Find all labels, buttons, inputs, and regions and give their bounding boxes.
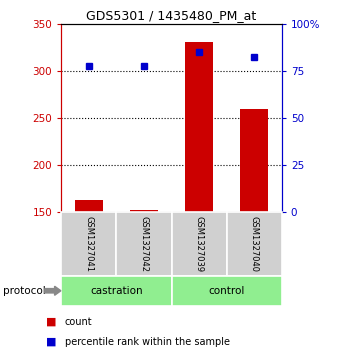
Text: control: control [209,286,245,296]
Bar [240,109,268,212]
Text: count: count [65,317,92,327]
Bar [130,211,158,212]
Text: protocol: protocol [4,286,46,296]
Text: ■: ■ [46,337,56,347]
Text: castration: castration [90,286,143,296]
Text: GSM1327041: GSM1327041 [84,216,93,272]
Title: GDS5301 / 1435480_PM_at: GDS5301 / 1435480_PM_at [86,9,257,23]
Bar [185,42,213,212]
Text: ■: ■ [46,317,56,327]
Bar [75,200,103,212]
Text: percentile rank within the sample: percentile rank within the sample [65,337,230,347]
Text: GSM1327042: GSM1327042 [139,216,148,272]
Text: GSM1327040: GSM1327040 [250,216,259,272]
Text: GSM1327039: GSM1327039 [195,216,204,272]
